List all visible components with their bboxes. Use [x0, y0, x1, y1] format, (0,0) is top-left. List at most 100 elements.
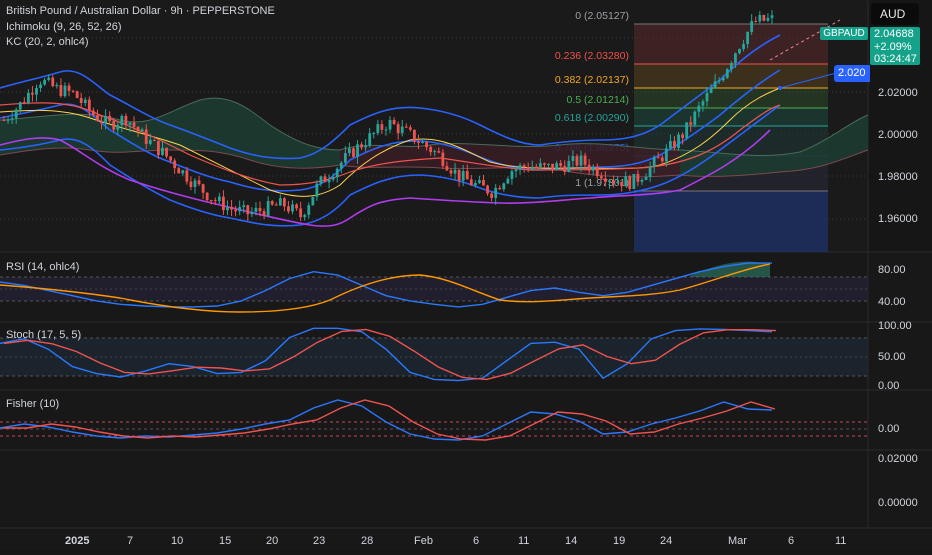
candle-body [128, 122, 132, 125]
candle-body [417, 141, 420, 144]
fibonacci-retracement[interactable] [634, 23, 828, 252]
candle-body [43, 79, 47, 85]
candle-body [758, 15, 762, 22]
candle-body [343, 153, 347, 163]
candle-body [2, 120, 6, 121]
stoch-k-line [0, 327, 773, 382]
indicator-kc-label[interactable]: KC (20, 2, ohlc4) [6, 36, 89, 48]
candle-body [620, 181, 624, 187]
candle-body [746, 31, 750, 45]
candle-body [693, 111, 697, 125]
bar-countdown: 03:24:47 [874, 53, 917, 65]
candle-body [104, 115, 107, 124]
candle-body [441, 152, 445, 166]
candle-body [234, 209, 238, 212]
candle-body [291, 204, 294, 212]
candle-body [530, 166, 534, 170]
projection-point[interactable] [778, 86, 782, 90]
stoch-d-line [3, 328, 777, 381]
candle-body [270, 201, 274, 205]
candle-body [295, 204, 298, 209]
candle-body [599, 176, 603, 179]
candle-body [591, 166, 595, 171]
candle-body [230, 206, 233, 210]
candle-body [705, 92, 709, 102]
candle-body [579, 155, 583, 166]
candle-body [685, 122, 689, 138]
candle-body [144, 129, 148, 144]
time-axis-label: 11 [835, 535, 846, 547]
candle-body [47, 77, 51, 80]
candle-body [742, 44, 745, 50]
candle-body [197, 180, 201, 185]
price-axis-tick: 2.02000 [878, 87, 918, 99]
stoch-tick: 100.00 [878, 320, 912, 332]
stoch-tick: 50.00 [878, 351, 906, 363]
candle-body [681, 134, 685, 138]
alert-price-label[interactable]: 2.020 [834, 65, 870, 82]
candle-body [526, 167, 530, 170]
candle-body [429, 147, 433, 153]
candle-body [644, 176, 648, 180]
candle-body [669, 141, 672, 149]
candle-body [91, 110, 95, 115]
candle-body [185, 170, 189, 182]
time-axis-label: Mar [728, 535, 747, 547]
candle-body [266, 201, 270, 216]
projection-line[interactable] [769, 19, 841, 61]
candle-body [157, 140, 160, 156]
candle-body [108, 115, 112, 121]
candle-body [368, 133, 372, 146]
candle-body [563, 165, 567, 172]
candle-body [461, 171, 465, 181]
fisher-line [0, 399, 773, 441]
time-axis[interactable]: 2025 7 10 15 20 23 28 Feb 6 11 14 19 24 … [65, 535, 846, 547]
candle-body [717, 80, 721, 82]
candle-body [734, 53, 737, 64]
candle-body [352, 148, 355, 157]
last-price: 2.04688 [874, 28, 914, 40]
time-axis-label: 24 [660, 535, 672, 547]
candle-body [331, 177, 335, 180]
indicator-ichimoku-label[interactable]: Ichimoku (9, 26, 52, 26) [6, 21, 122, 33]
candle-body [404, 126, 408, 128]
candle-body [100, 120, 103, 124]
candle-body [465, 171, 469, 180]
candle-body [437, 151, 441, 153]
candle-body [315, 183, 319, 197]
price-change: +2.09% [874, 40, 912, 53]
candle-body [762, 15, 766, 21]
rsi-line [0, 262, 772, 308]
currency-button[interactable]: AUD [871, 3, 919, 25]
candle-body [652, 157, 656, 167]
candle-body [246, 205, 250, 215]
candle-body [226, 206, 229, 211]
candlestick-series [2, 10, 774, 222]
price-axis-tick: 2.00000 [878, 129, 918, 141]
candle-body [469, 179, 473, 186]
candle-body [522, 165, 526, 168]
candle-body [656, 157, 660, 159]
candle-body [490, 193, 494, 198]
candle-body [616, 181, 619, 183]
rsi-ma-line [0, 263, 771, 313]
candle-body [392, 120, 396, 125]
candle-body [274, 204, 278, 206]
projection-line-blue[interactable] [779, 71, 841, 89]
candle-body [632, 174, 636, 189]
candle-body [140, 129, 144, 132]
candle-body [612, 180, 615, 183]
candle-body [384, 129, 388, 131]
candle-body [51, 77, 55, 87]
empty-pane-tick: 0.02000 [878, 453, 918, 465]
candle-body [453, 169, 457, 174]
candle-body [587, 164, 591, 171]
fib-label-1: 1 (1.97301) [575, 177, 629, 189]
candle-body [307, 205, 311, 215]
candle-body [571, 156, 575, 161]
candle-body [494, 187, 498, 198]
time-axis-label: 23 [313, 535, 325, 547]
candle-body [457, 169, 461, 181]
candle-body [534, 166, 538, 168]
